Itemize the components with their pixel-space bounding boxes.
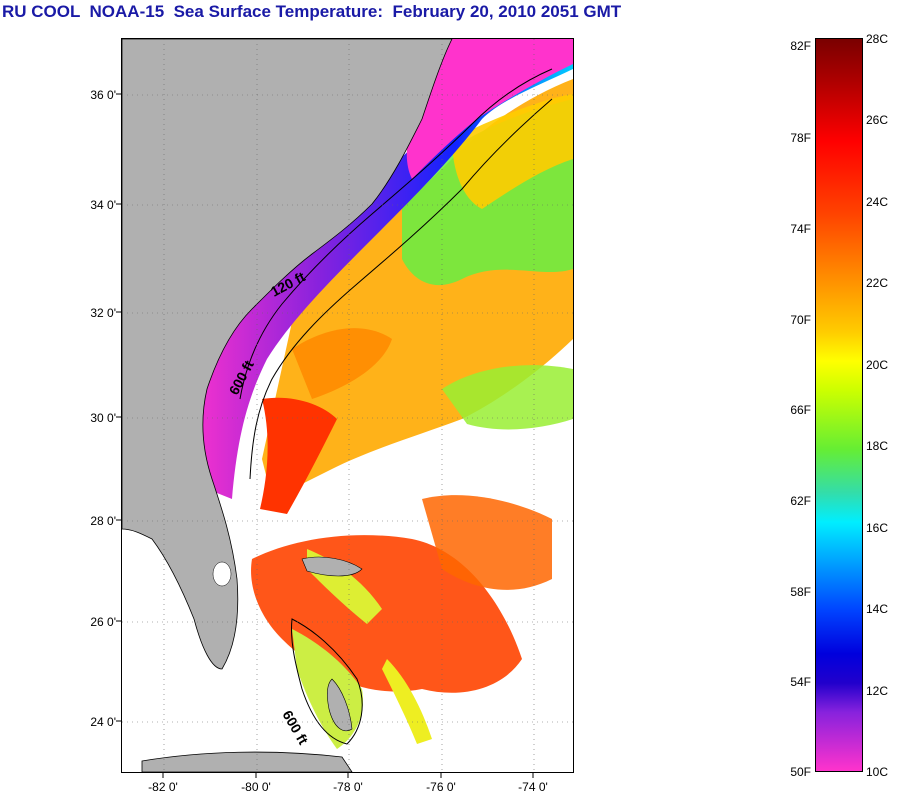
lat-label-36: 36 0'	[90, 88, 116, 102]
cb-label-16C: 16C	[866, 521, 889, 535]
cb-label-18C: 18C	[866, 439, 889, 453]
contour-bahamas	[291, 618, 363, 745]
cb-label-26C: 26C	[866, 113, 889, 127]
lon-label-76: -76 0'	[426, 780, 456, 794]
cb-label-70F: 70F	[790, 313, 811, 327]
lon-label-82: -82 0'	[148, 780, 178, 794]
grand-bahama-island	[301, 556, 363, 577]
cb-label-14C: 14C	[866, 602, 889, 616]
lon-label-80: -80 0'	[241, 780, 271, 794]
offshore-yellow-band	[452, 94, 573, 209]
florida-current	[260, 397, 337, 514]
lat-label-32: 32 0'	[90, 306, 116, 320]
cb-label-82F: 82F	[790, 39, 811, 53]
lat-label-26: 26 0'	[90, 615, 116, 629]
sst-map: 120 ft 600 ft 600 ft	[121, 38, 574, 773]
andros-island	[327, 678, 353, 732]
cuba-land	[141, 751, 353, 772]
lon-label-74: -74 0'	[518, 780, 548, 794]
cb-label-22C: 22C	[866, 276, 889, 290]
cb-label-74F: 74F	[790, 222, 811, 236]
map-title: RU COOL NOAA-15 Sea Surface Temperature:…	[2, 2, 622, 21]
cb-label-66F: 66F	[790, 403, 811, 417]
lon-label-78: -78 0'	[333, 780, 363, 794]
lat-label-24: 24 0'	[90, 715, 116, 729]
cb-label-54F: 54F	[790, 675, 811, 689]
lat-label-28: 28 0'	[90, 514, 116, 528]
lat-label-30: 30 0'	[90, 411, 116, 425]
cb-label-28C: 28C	[866, 32, 889, 46]
sst-map-svg: 120 ft 600 ft 600 ft	[122, 39, 573, 772]
land-mass	[122, 39, 453, 670]
cb-label-20C: 20C	[866, 358, 889, 372]
cb-label-58F: 58F	[790, 585, 811, 599]
coastal-pink-water	[406, 39, 573, 179]
temperature-colorbar	[815, 38, 863, 772]
bahama-bank-east	[382, 659, 432, 744]
graticule	[122, 39, 573, 772]
axis-ticks	[116, 93, 534, 778]
offshore-orange-patch	[292, 328, 392, 399]
lat-label-34: 34 0'	[90, 198, 116, 212]
cb-label-62F: 62F	[790, 494, 811, 508]
cb-label-24C: 24C	[866, 195, 889, 209]
southeast-orange-region	[422, 495, 552, 590]
contour-120ft	[239, 68, 553, 400]
cb-label-10C: 10C	[866, 765, 889, 779]
contour-600ft	[249, 98, 553, 480]
cb-label-12C: 12C	[866, 684, 889, 698]
cb-label-50F: 50F	[790, 765, 811, 779]
green-eddy	[442, 365, 573, 430]
lake-okeechobee	[212, 561, 232, 587]
cb-label-78F: 78F	[790, 131, 811, 145]
